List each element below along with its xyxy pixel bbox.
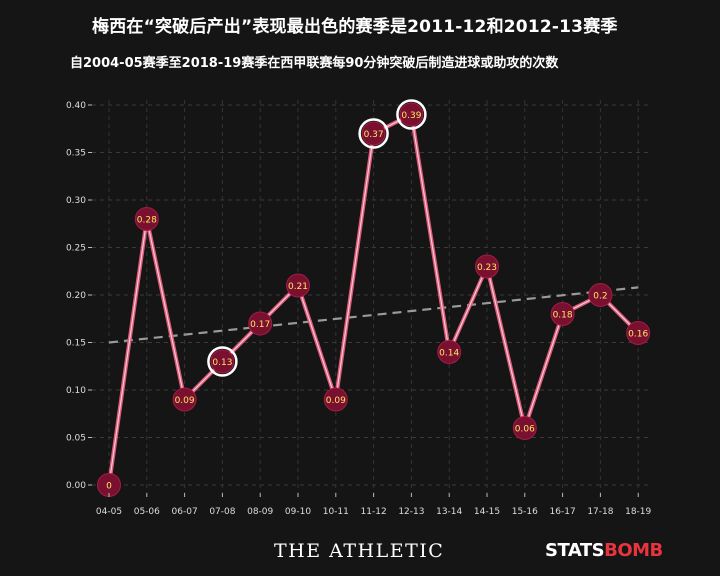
data-point bbox=[475, 254, 499, 279]
data-label: 0.18 bbox=[553, 310, 573, 320]
data-point bbox=[361, 121, 386, 146]
data-point bbox=[588, 283, 613, 307]
y-tick-label: 0.25 bbox=[66, 244, 86, 254]
chart-subtitle: 自2004-05赛季至2018-19赛季在西甲联赛每90分钟突破后制造进球或助攻… bbox=[70, 56, 559, 71]
data-label: 0.14 bbox=[439, 348, 459, 358]
statsbomb-logo-part1: STATS bbox=[545, 540, 605, 561]
x-tick-label: 17-18 bbox=[587, 507, 613, 517]
data-point bbox=[172, 387, 197, 412]
data-point bbox=[626, 321, 651, 345]
highlight-ring bbox=[207, 346, 238, 377]
x-tick-label: 10-11 bbox=[323, 507, 349, 517]
data-label: 0.39 bbox=[401, 111, 421, 121]
highlight-ring bbox=[358, 118, 389, 149]
x-tick-label: 12-13 bbox=[398, 507, 424, 517]
trend-layer bbox=[108, 286, 639, 344]
data-label: 0 bbox=[106, 481, 112, 491]
data-label: 0.28 bbox=[137, 215, 157, 225]
x-tick-label: 07-08 bbox=[209, 507, 235, 517]
y-tick-label: 0.30 bbox=[66, 196, 86, 206]
x-tick-label: 09-10 bbox=[285, 507, 311, 517]
data-point bbox=[437, 340, 462, 364]
y-tick-label: 0.40 bbox=[66, 101, 86, 111]
data-label: 0.13 bbox=[212, 358, 232, 368]
data-label: 0.09 bbox=[175, 396, 195, 406]
data-label: 0.23 bbox=[477, 263, 497, 273]
data-label: 0.09 bbox=[326, 396, 346, 406]
trend-line bbox=[108, 286, 639, 344]
point-layer: 0 0.28 0.09 0.13 0.17 0.21 0.09 0.37 0.39 0.14 0.2… bbox=[97, 99, 651, 497]
grid-layer bbox=[92, 100, 650, 493]
x-tick-label: 13-14 bbox=[436, 507, 462, 517]
y-tick-label: 0.35 bbox=[66, 149, 86, 159]
y-tick-label: 0.20 bbox=[66, 291, 86, 301]
x-tick-label: 15-16 bbox=[512, 507, 538, 517]
data-label: 0.16 bbox=[628, 329, 648, 339]
x-tick-label: 14-15 bbox=[474, 507, 500, 517]
y-tick-label: 0.15 bbox=[66, 339, 86, 349]
x-tick-label: 08-09 bbox=[247, 507, 273, 517]
data-point bbox=[399, 102, 424, 127]
x-tick-label: 04-05 bbox=[96, 507, 122, 517]
axis-layer: 0.000.050.100.150.200.250.300.350.4004-0… bbox=[66, 101, 652, 517]
data-point bbox=[134, 207, 159, 231]
statsbomb-logo-part2: BOMB bbox=[604, 540, 663, 561]
data-point bbox=[550, 302, 575, 326]
x-tick-label: 16-17 bbox=[550, 507, 576, 517]
x-tick-label: 11-12 bbox=[361, 507, 387, 517]
the-athletic-logo: THE ATHLETIC bbox=[274, 540, 445, 562]
y-tick-label: 0.00 bbox=[66, 481, 86, 491]
y-tick-label: 0.10 bbox=[66, 386, 86, 396]
data-point bbox=[248, 311, 273, 336]
x-tick-label: 06-07 bbox=[172, 507, 198, 517]
data-label: 0.06 bbox=[515, 424, 535, 434]
y-tick-label: 0.05 bbox=[66, 434, 86, 444]
statsbomb-logo: STATSBOMB bbox=[545, 540, 663, 561]
data-label: 0.37 bbox=[364, 130, 384, 140]
x-tick-label: 05-06 bbox=[134, 507, 160, 517]
data-point bbox=[210, 349, 235, 374]
chart-title: 梅西在“突破后产出”表现最出色的赛季是2011-12和2012-13赛季 bbox=[92, 17, 618, 37]
highlight-ring bbox=[396, 99, 427, 130]
x-tick-label: 18-19 bbox=[625, 507, 651, 517]
data-label: 0.17 bbox=[250, 320, 270, 330]
data-label: 0.21 bbox=[288, 282, 308, 292]
data-point bbox=[512, 416, 537, 440]
data-point bbox=[286, 273, 310, 298]
data-point bbox=[323, 387, 348, 412]
data-label: 0.2 bbox=[593, 291, 607, 301]
